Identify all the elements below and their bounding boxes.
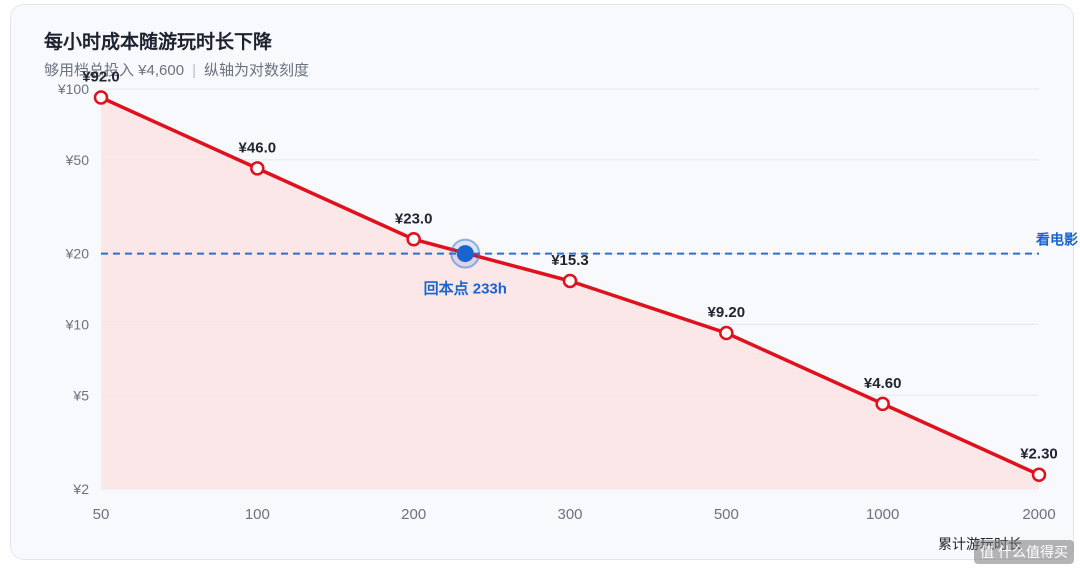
data-point-marker (875, 396, 890, 412)
x-tick-label: 300 (557, 506, 582, 523)
subtitle-note: 纵轴为对数刻度 (203, 62, 309, 79)
data-point-label: ¥9.20 (708, 304, 746, 321)
data-point-label: ¥92.0 (82, 69, 120, 86)
y-tick-label: ¥10 (65, 316, 90, 332)
y-tick-label: ¥5 (72, 387, 89, 403)
data-point-label: ¥23.0 (395, 210, 433, 227)
breakeven-marker (456, 245, 474, 263)
y-tick-label: ¥20 (65, 246, 90, 262)
reference-line-label: 看电影 (1035, 232, 1078, 248)
y-tick-label: ¥100 (57, 81, 89, 97)
data-point-marker (719, 325, 734, 341)
subtitle-total: 够用档总投入 ¥4,600 (44, 62, 185, 79)
x-tick-label: 200 (401, 506, 426, 523)
data-point-label: ¥15.3 (551, 252, 589, 269)
cost-area-fill (101, 97, 1039, 489)
x-tick-label: 50 (93, 506, 110, 523)
data-point-marker (250, 161, 265, 176)
data-point-label: ¥2.30 (1020, 446, 1058, 463)
data-point-marker (1031, 467, 1047, 482)
x-tick-label: 1000 (866, 506, 899, 523)
y-tick-label: ¥50 (65, 152, 90, 168)
y-tick-label: ¥2 (72, 481, 89, 497)
x-tick-label: 500 (714, 506, 739, 523)
data-point-marker (562, 273, 578, 289)
data-point-marker (406, 232, 421, 247)
subtitle-separator: | (192, 62, 196, 79)
chart-title: 每小时成本随游玩时长下降 (44, 32, 273, 53)
data-point-marker (93, 90, 109, 105)
data-point-label: ¥4.60 (864, 375, 902, 392)
data-point-label: ¥46.0 (239, 139, 277, 156)
x-tick-label: 100 (245, 506, 270, 523)
watermark: 值 什么值得买 (974, 540, 1074, 564)
chart-subtitle: 够用档总投入 ¥4,600 | 纵轴为对数刻度 (44, 59, 309, 80)
x-tick-label: 2000 (1022, 506, 1055, 523)
breakeven-label: 回本点 233h (424, 280, 507, 298)
